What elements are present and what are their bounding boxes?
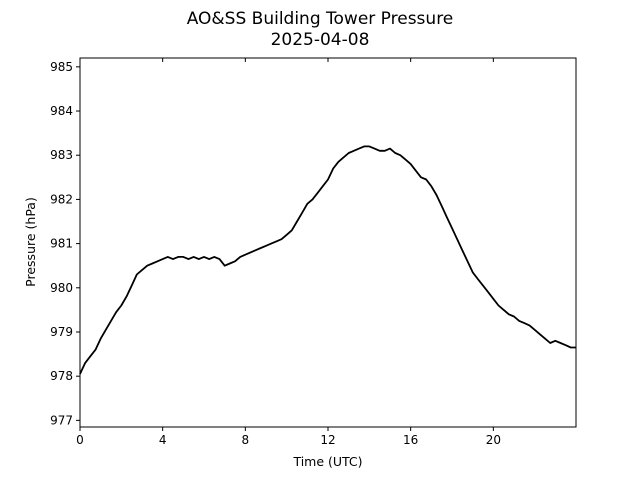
- chart-subtitle: 2025-04-08: [271, 30, 370, 50]
- x-axis-label: Time (UTC): [292, 454, 362, 469]
- y-tick-label: 982: [50, 192, 73, 206]
- y-tick-label: 980: [50, 281, 73, 295]
- x-tick-label: 0: [76, 433, 84, 447]
- x-tick-label: 20: [486, 433, 501, 447]
- chart-title: AO&SS Building Tower Pressure: [187, 9, 454, 29]
- y-tick-label: 981: [50, 237, 73, 251]
- x-tick-label: 4: [159, 433, 167, 447]
- y-tick-label: 979: [50, 325, 73, 339]
- y-tick-label: 978: [50, 369, 73, 383]
- y-tick-label: 985: [50, 60, 73, 74]
- x-tick-label: 16: [403, 433, 418, 447]
- y-axis-ticks: 977 978 979 980 981 982 983 984 985: [50, 60, 80, 427]
- plot-area-frame: [79, 57, 577, 428]
- x-axis-ticks: 0 4 8 12 16 20: [76, 58, 501, 447]
- y-tick-label: 984: [50, 104, 73, 118]
- y-tick-label: 977: [50, 413, 73, 427]
- x-tick-label: 12: [320, 433, 335, 447]
- x-tick-label: 8: [242, 433, 250, 447]
- pressure-series-line: [79, 145, 576, 375]
- y-tick-label: 983: [50, 148, 73, 162]
- y-axis-label: Pressure (hPa): [23, 197, 38, 287]
